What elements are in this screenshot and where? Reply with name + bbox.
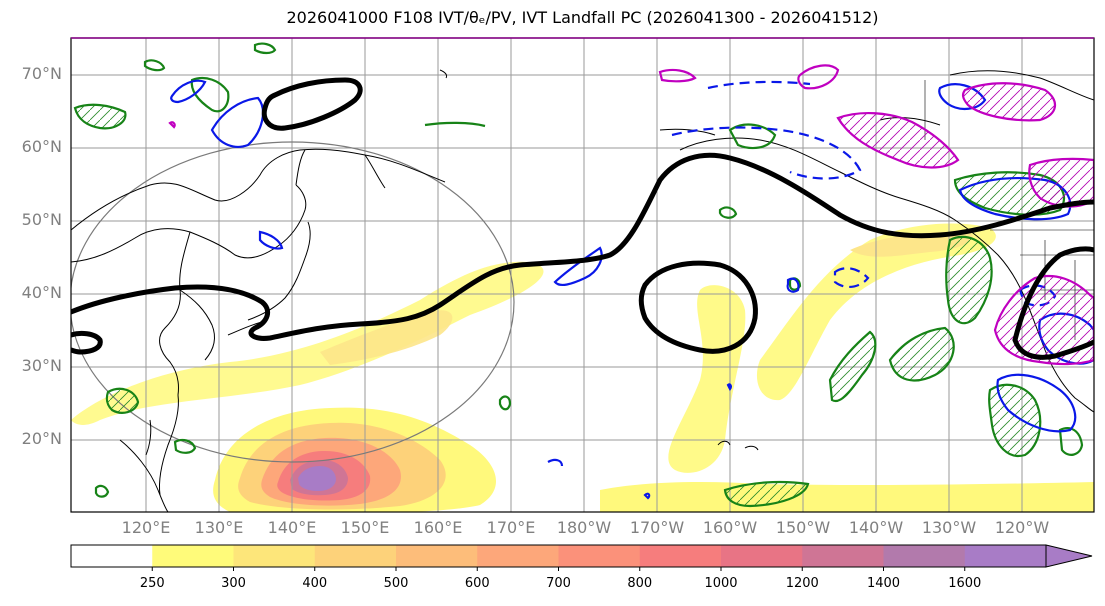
lon-label: 140°W (848, 518, 904, 537)
lon-label: 130°W (921, 518, 977, 537)
lat-label: 70°N (21, 64, 62, 83)
colorbar-segment (964, 545, 1046, 567)
lon-label: 160°E (413, 518, 463, 537)
colorbar-segment (152, 545, 234, 567)
colorbar-tick-label: 600 (464, 576, 490, 591)
colorbar-segment (558, 545, 641, 567)
colorbar-segment (721, 545, 803, 567)
lon-label: 170°W (629, 518, 685, 537)
colorbar-tick-label: 500 (383, 576, 409, 591)
lat-label: 50°N (21, 210, 62, 229)
lat-label: 60°N (21, 137, 62, 156)
lon-label: 120°E (121, 518, 171, 537)
map-background (71, 38, 1094, 512)
colorbar (70, 544, 1093, 571)
lat-label: 40°N (21, 283, 62, 302)
lon-label: 120°W (994, 518, 1050, 537)
colorbar-segment (477, 545, 559, 567)
lon-label: 150°E (340, 518, 390, 537)
colorbar-tick-label: 250 (139, 576, 165, 591)
lon-label: 170°E (486, 518, 536, 537)
colorbar-tick-label: 700 (546, 576, 571, 591)
colorbar-tick-label: 800 (627, 576, 653, 591)
black-contours (71, 77, 1094, 360)
colorbar-segment (639, 545, 722, 567)
colorbar-segment (802, 545, 884, 567)
map-title: 2026041000 F108 IVT/θₑ/PV, IVT Landfall … (286, 8, 879, 27)
magenta-contours (168, 64, 1094, 366)
colorbar-segment (396, 545, 478, 567)
colorbar-segment (71, 545, 153, 567)
lon-label: 180°W (556, 518, 612, 537)
colorbar-segment (314, 545, 397, 567)
lat-label: 30°N (21, 356, 62, 375)
colorbar-tick-label: 1200 (785, 576, 819, 591)
landfall-region-circle (71, 141, 515, 463)
colorbar-tick-label: 400 (302, 576, 328, 591)
colorbar-extend-arrow (1045, 544, 1093, 568)
lon-label: 140°E (267, 518, 317, 537)
lon-label: 130°E (194, 518, 244, 537)
lat-label: 20°N (21, 429, 62, 448)
colorbar-tick-label: 1000 (704, 576, 738, 591)
lon-label: 160°W (702, 518, 758, 537)
colorbar-tick-label: 300 (221, 576, 246, 591)
lon-label: 150°W (775, 518, 831, 537)
colorbar-segment (883, 545, 966, 567)
coastlines (71, 69, 1094, 512)
colorbar-segment (233, 545, 316, 567)
colorbar-tick-label: 1400 (866, 576, 901, 591)
colorbar-tick-label: 1600 (948, 576, 982, 591)
